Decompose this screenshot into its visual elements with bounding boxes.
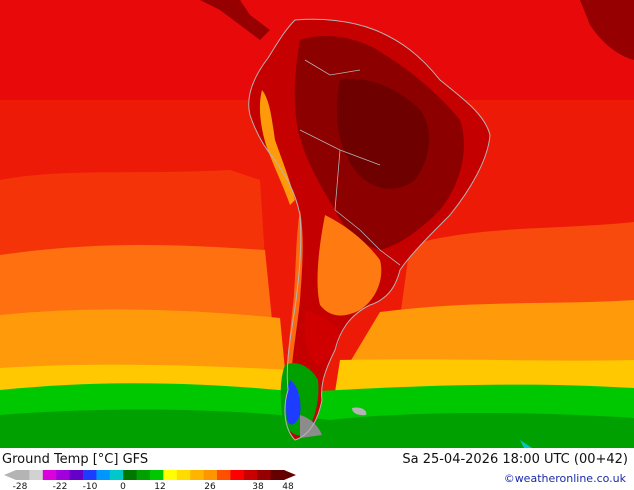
legend-swatch (230, 470, 245, 480)
legend-swatch (203, 470, 218, 480)
map-footer: Ground Temp [°C] GFS Sa 25-04-2026 18:00… (0, 448, 634, 490)
legend-swatch (163, 470, 178, 480)
legend-tick-label: 0 (120, 482, 126, 490)
legend-swatch (42, 470, 57, 480)
legend-swatch (243, 470, 258, 480)
map-canvas (0, 0, 634, 448)
legend-swatch (270, 470, 285, 480)
southern-ice-field (286, 380, 301, 425)
legend-tick-label: 26 (204, 482, 216, 490)
legend-swatch (123, 470, 138, 480)
legend-swatch (150, 470, 164, 480)
legend-swatch (96, 470, 111, 480)
legend-right-arrow (284, 470, 296, 480)
ocean-band-pacific-orange (0, 245, 272, 320)
color-legend: -28 -22 -10 0 12 26 38 48 (4, 470, 296, 490)
legend-tick-label: 38 (252, 482, 264, 490)
legend-swatch (56, 470, 71, 480)
temperature-map[interactable] (0, 0, 634, 448)
legend-swatch (109, 470, 124, 480)
legend-left-arrow (4, 470, 16, 480)
legend-swatch (69, 470, 84, 480)
legend-swatch (257, 470, 272, 480)
brazil-core-hottest (336, 79, 430, 189)
legend-swatch (190, 470, 205, 480)
legend-swatch (83, 470, 97, 480)
legend-swatch (16, 470, 30, 480)
tierra-del-fuego (300, 415, 322, 438)
copyright-link[interactable]: ©weatheronline.co.uk (503, 472, 626, 485)
ocean-band-pacific-warm (0, 170, 265, 260)
forecast-datetime: Sa 25-04-2026 18:00 UTC (00+42) (402, 452, 628, 467)
andes-south-cool (287, 210, 303, 365)
legend-swatch (136, 470, 151, 480)
country-borders (299, 59, 401, 266)
legend-tick-label: 48 (282, 482, 294, 490)
andes-north-cool (259, 90, 295, 205)
central-america (200, 0, 270, 40)
patagonia-north-hot (304, 310, 340, 365)
legend-swatch (176, 470, 191, 480)
coastline (248, 18, 491, 441)
legend-swatch (29, 470, 44, 480)
map-title: Ground Temp [°C] GFS (2, 452, 149, 467)
pampas-warm (317, 215, 382, 316)
falkland-islands (352, 407, 367, 416)
south-georgia (520, 440, 532, 448)
legend-tick-label: -28 (13, 482, 28, 490)
legend-tick-label: -22 (53, 482, 68, 490)
legend-swatch (217, 470, 231, 480)
legend-tick-label: -10 (83, 482, 98, 490)
legend-tick-label: 12 (154, 482, 165, 490)
ocean-band-atlantic-warm (400, 222, 634, 320)
ocean-band-amber-east (350, 300, 634, 370)
landmass-africa-hint (580, 0, 634, 60)
ocean-band-amber (0, 309, 285, 375)
